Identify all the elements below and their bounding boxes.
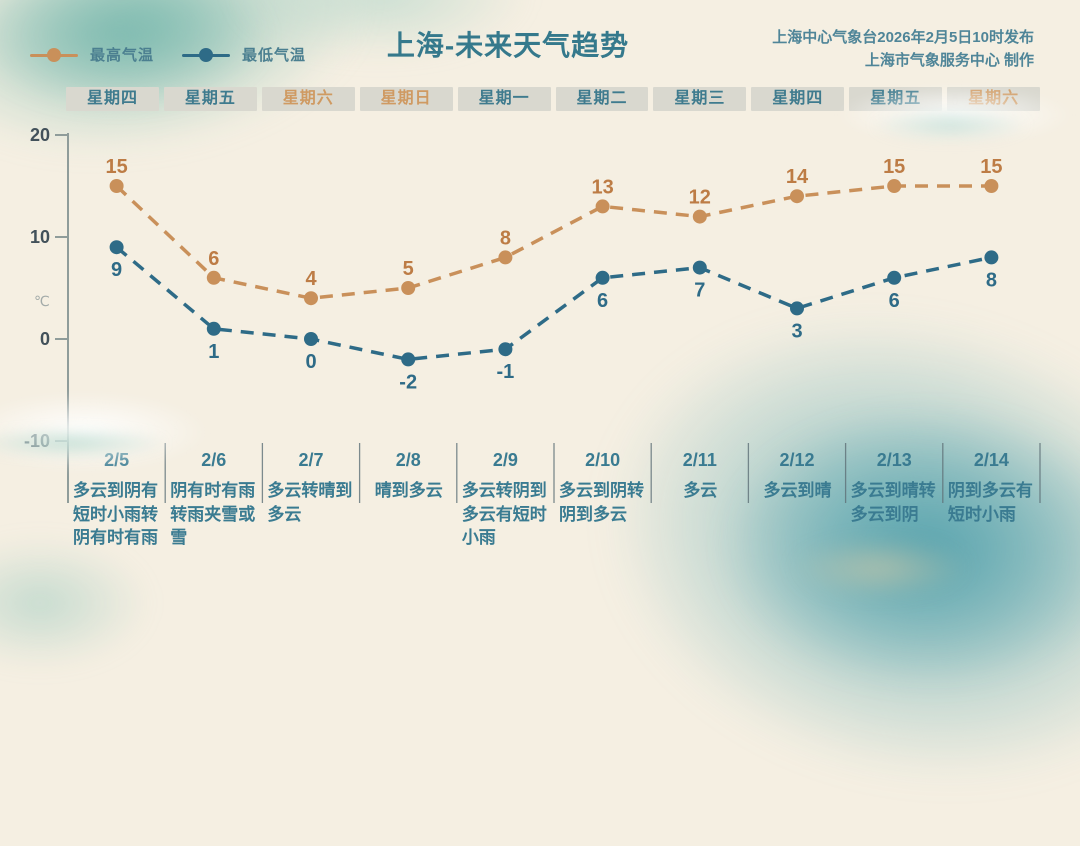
date-label-0: 2/5 <box>104 450 130 470</box>
data-label-0-9: 15 <box>980 156 1002 178</box>
data-point-0-4 <box>498 250 513 265</box>
weather-text-2: 多云转晴到多云 <box>267 481 353 524</box>
publisher-line2: 上海市气象服务中心 制作 <box>864 52 1034 69</box>
data-point-1-2 <box>304 332 318 346</box>
weather-trend-graphic: 最高气温 最低气温 上海-未来天气趋势 上海中心气象台2026年2月5日10时发布… <box>24 26 1041 550</box>
data-label-0-5: 13 <box>591 176 613 198</box>
data-point-0-2 <box>304 291 318 306</box>
data-label-1-6: 7 <box>694 280 705 302</box>
data-label-1-2: 0 <box>305 351 316 373</box>
weather-text-9: 阴到多云有短时小雨 <box>947 481 1033 524</box>
weekday-tab-4[interactable]: 星期一 <box>457 87 551 111</box>
series-line-1 <box>115 245 992 362</box>
weather-text-6: 多云 <box>683 481 718 500</box>
data-point-0-6 <box>692 209 707 224</box>
weather-text-4: 多云转阴到多云有短时小雨 <box>461 481 547 547</box>
data-point-0-1 <box>206 270 221 285</box>
weather-text-3: 晴到多云 <box>374 481 443 500</box>
weekday-tab-5[interactable]: 星期二 <box>555 87 649 111</box>
date-label-2: 2/7 <box>298 450 324 470</box>
data-point-0-0 <box>109 179 124 193</box>
date-label-3: 2/8 <box>395 450 421 470</box>
weather-text-7: 多云到晴 <box>763 481 832 500</box>
data-label-0-1: 6 <box>208 248 219 270</box>
data-label-0-2: 4 <box>305 268 317 290</box>
publisher-line1: 上海中心气象台2026年2月5日10时发布 <box>772 29 1034 46</box>
weather-description-row: 多云到阴有短时小雨转阴有时有雨 阴有时有雨转雨夹雪或雪 多云转晴到多云 晴到多云 多云转… <box>68 479 1040 550</box>
date-label-7: 2/12 <box>779 450 815 470</box>
data-point-1-5 <box>595 270 610 285</box>
data-label-0-4: 8 <box>500 227 511 249</box>
data-label-1-3: -2 <box>399 371 417 393</box>
data-label-1-8: 6 <box>889 290 900 312</box>
data-point-0-7 <box>790 189 804 204</box>
y-tick-label: -10 <box>24 431 50 451</box>
data-label-0-0: 15 <box>105 156 127 178</box>
data-label-1-1: 1 <box>208 341 219 363</box>
weekday-tab-6[interactable]: 星期三 <box>653 87 747 111</box>
y-tick-label: 10 <box>30 227 50 247</box>
data-label-0-6: 12 <box>689 187 711 209</box>
weather-text-8: 多云到晴转多云到阴 <box>850 481 936 524</box>
date-label-4: 2/9 <box>492 450 518 470</box>
weather-text-0: 多云到阴有短时小雨转阴有时有雨 <box>73 481 158 547</box>
weekday-tab-7[interactable]: 星期四 <box>751 87 845 111</box>
data-point-0-9 <box>984 179 999 193</box>
data-point-0-3 <box>401 281 416 295</box>
data-label-1-7: 3 <box>791 320 802 342</box>
y-axis-unit-label: ℃ <box>34 293 50 309</box>
data-point-1-4 <box>498 342 513 357</box>
data-point-0-8 <box>887 179 902 193</box>
date-label-6: 2/11 <box>682 450 717 470</box>
data-label-0-7: 14 <box>786 166 809 188</box>
publisher-info: 上海中心气象台2026年2月5日10时发布 上海市气象服务中心 制作 <box>772 26 1034 72</box>
date-label-9: 2/14 <box>973 450 1009 470</box>
data-label-0-8: 15 <box>883 156 905 178</box>
data-point-1-9 <box>984 250 999 265</box>
data-point-1-8 <box>887 270 902 285</box>
data-point-1-3 <box>401 352 416 367</box>
data-point-1-6 <box>692 260 707 275</box>
data-label-1-4: -1 <box>497 361 515 383</box>
date-label-8: 2/13 <box>876 450 912 470</box>
y-tick-label: 20 <box>30 125 50 145</box>
data-label-0-3: 5 <box>403 258 414 280</box>
data-point-0-5 <box>595 199 610 214</box>
data-point-1-0 <box>109 240 124 255</box>
data-label-1-0: 9 <box>111 259 122 281</box>
date-row: 2/5 2/6 2/7 2/8 2/9 2/10 2/11 2/12 2/13 2/14 <box>68 450 1040 471</box>
date-label-1: 2/6 <box>201 450 227 470</box>
y-tick-label: 0 <box>40 329 50 349</box>
data-label-1-9: 8 <box>986 269 997 291</box>
series-line-0 <box>115 184 992 300</box>
data-label-1-5: 6 <box>597 290 608 312</box>
weather-text-5: 多云到阴转阴到多云 <box>559 481 645 524</box>
weather-text-1: 阴有时有雨转雨夹雪或雪 <box>170 481 256 547</box>
date-label-5: 2/10 <box>585 450 621 470</box>
data-point-1-7 <box>790 301 804 316</box>
data-point-1-1 <box>206 321 221 336</box>
